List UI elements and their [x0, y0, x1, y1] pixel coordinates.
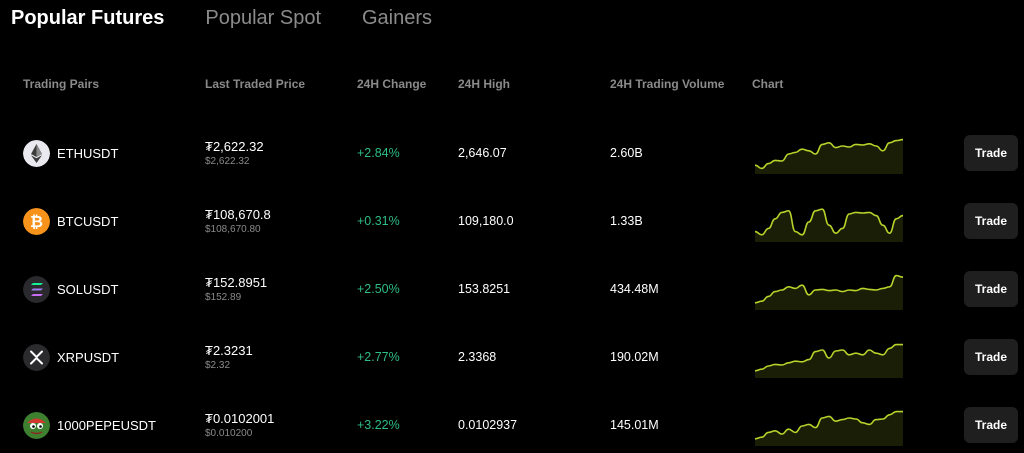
col-header-volume: 24H Trading Volume	[610, 77, 725, 91]
last-price-usd: $2.32	[205, 360, 231, 371]
table-row: ETHUSDT ₮2,622.32 $2,622.32 +2.84% 2,646…	[0, 134, 1024, 174]
trade-button[interactable]: Trade	[964, 135, 1018, 171]
pair-symbol[interactable]: XRPUSDT	[57, 350, 120, 365]
bitcoin-icon: ₿	[23, 208, 50, 235]
change-24h: +2.50%	[357, 282, 400, 296]
sparkline-area	[755, 344, 903, 378]
pair-symbol[interactable]: ETHUSDT	[57, 146, 119, 161]
sparkline-area	[755, 139, 903, 174]
table-header: Trading Pairs Last Traded Price 24H Chan…	[0, 77, 1024, 93]
sparkline-line	[755, 343, 903, 372]
volume-24h: 190.02M	[610, 350, 659, 364]
market-tabs: Popular Futures Popular Spot Gainers	[11, 5, 473, 31]
col-header-pair: Trading Pairs	[23, 77, 100, 91]
trade-button[interactable]: Trade	[964, 339, 1018, 375]
col-header-change: 24H Change	[357, 77, 427, 91]
last-price-usd: $2,622.32	[205, 156, 250, 167]
solana-icon	[23, 276, 50, 303]
high-24h: 109,180.0	[458, 214, 514, 228]
table-row: ₿ BTCUSDT ₮108,670.8 $108,670.80 +0.31% …	[0, 202, 1024, 242]
high-24h: 0.0102937	[458, 418, 518, 432]
change-24h: +2.77%	[357, 350, 400, 364]
pepe-icon	[23, 412, 50, 439]
col-header-chart: Chart	[752, 77, 784, 91]
change-24h: +2.84%	[357, 146, 400, 160]
last-price-usd: $0.010200	[205, 428, 253, 439]
sparkline-chart	[755, 410, 903, 446]
table-row: 1000PEPEUSDT ₮0.0102001 $0.010200 +3.22%…	[0, 406, 1024, 446]
table-row: SOLUSDT ₮152.8951 $152.89 +2.50% 153.825…	[0, 270, 1024, 310]
trade-button[interactable]: Trade	[964, 271, 1018, 307]
volume-24h: 145.01M	[610, 418, 659, 432]
sparkline-area	[755, 411, 903, 446]
ethereum-icon	[23, 140, 50, 167]
trade-button[interactable]: Trade	[964, 203, 1018, 239]
pair-symbol[interactable]: SOLUSDT	[57, 282, 119, 297]
high-24h: 2.3368	[458, 350, 497, 364]
last-price: ₮0.0102001	[205, 411, 275, 426]
high-24h: 153.8251	[458, 282, 511, 296]
pair-symbol[interactable]: BTCUSDT	[57, 214, 119, 229]
last-price-usd: $108,670.80	[205, 224, 261, 235]
last-price: ₮2.3231	[205, 343, 253, 358]
sparkline-line	[755, 138, 903, 170]
change-24h: +3.22%	[357, 418, 400, 432]
volume-24h: 2.60B	[610, 146, 643, 160]
last-price: ₮2,622.32	[205, 139, 264, 154]
sparkline-line	[755, 410, 903, 440]
tab-popular-futures[interactable]: Popular Futures	[11, 6, 165, 29]
sparkline-chart	[755, 274, 903, 310]
tab-gainers[interactable]: Gainers	[362, 6, 433, 29]
pair-symbol[interactable]: 1000PEPEUSDT	[57, 418, 156, 433]
col-header-high: 24H High	[458, 77, 511, 91]
volume-24h: 1.33B	[610, 214, 643, 228]
sparkline-chart	[755, 343, 903, 378]
trade-button[interactable]: Trade	[964, 407, 1018, 443]
sparkline-chart	[755, 138, 903, 174]
last-price: ₮108,670.8	[205, 207, 271, 222]
table-row: XRPUSDT ₮2.3231 $2.32 +2.77% 2.3368 190.…	[0, 338, 1024, 378]
sparkline-area	[755, 275, 903, 310]
sparkline-chart	[755, 208, 903, 242]
last-price: ₮152.8951	[205, 275, 268, 290]
col-header-price: Last Traded Price	[205, 77, 306, 91]
high-24h: 2,646.07	[458, 146, 507, 160]
svg-text:₿: ₿	[30, 213, 43, 231]
volume-24h: 434.48M	[610, 282, 659, 296]
sparkline-line	[755, 208, 903, 236]
tab-popular-spot[interactable]: Popular Spot	[205, 6, 321, 29]
change-24h: +0.31%	[357, 214, 400, 228]
xrp-icon	[23, 344, 50, 371]
sparkline-line	[755, 274, 903, 304]
last-price-usd: $152.89	[205, 292, 242, 303]
